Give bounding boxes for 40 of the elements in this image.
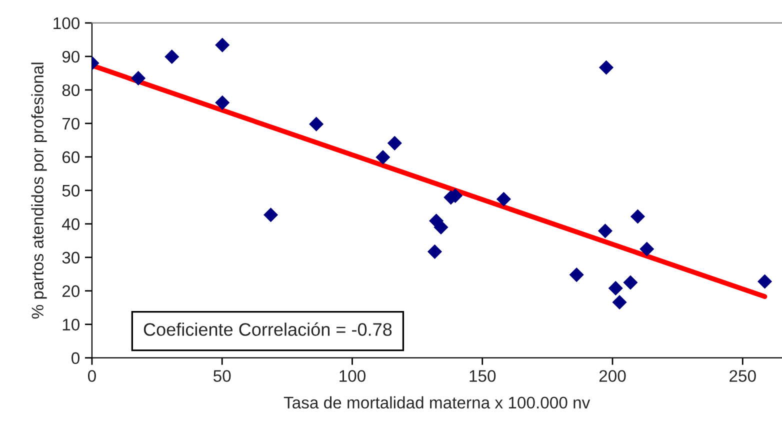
x-tick-label: 0 [88,370,96,382]
x-tick-label: 100 [340,370,366,382]
point [215,95,230,110]
point [434,220,448,235]
point [309,116,324,132]
y-tick-label: 90 [62,50,80,63]
x-tick-label: 150 [470,370,496,382]
annotation: Coeficiente Correlación = -0.78 [144,322,392,336]
point [630,209,646,224]
x-axis-title: Tasa de mortalidad materna x 100.000 nv [284,396,590,409]
y-tick-label: 70 [62,118,80,130]
point [608,280,623,296]
point [131,70,146,86]
y-tick-label: 100 [54,17,80,30]
y-tick-label: 40 [62,218,80,230]
point [598,60,614,75]
point [496,192,511,206]
x-tick-label: 50 [214,370,231,382]
point [427,244,442,259]
y-tick-label: 50 [62,184,80,197]
point [612,294,627,310]
point [376,150,390,165]
x-tick-label: 250 [730,370,756,382]
y-tick-label: 0 [72,352,80,364]
point [640,242,654,256]
point [757,274,772,289]
y-tick-label: 20 [62,285,80,298]
point [387,136,402,150]
y-tick-label: 60 [62,151,80,164]
point [569,268,584,282]
y-tick-label: 10 [62,318,80,331]
point [164,49,180,64]
y-tick-label: 80 [62,84,80,96]
y-axis-title: % partos atendidos por profesional [31,62,47,319]
x-tick-label: 200 [599,370,626,382]
point [623,275,638,290]
y-tick-label: 30 [62,252,80,264]
point [215,38,230,52]
point [263,208,278,222]
point [598,224,613,238]
